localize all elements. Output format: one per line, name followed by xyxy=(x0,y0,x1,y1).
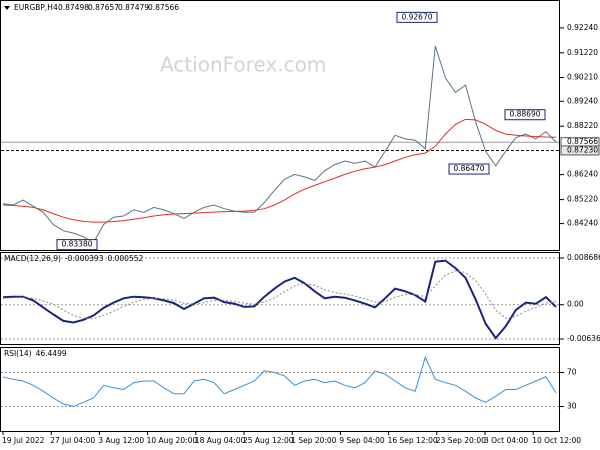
level-label: 0.87230 xyxy=(567,145,598,154)
annotation-box xyxy=(448,163,490,175)
price-panel xyxy=(0,0,560,251)
y-tick-label: 0.92240 xyxy=(567,23,598,32)
rsi-panel xyxy=(0,347,560,432)
watermark: ActionForex.com xyxy=(160,53,326,77)
y-tick-label: 0.86240 xyxy=(567,170,598,179)
y-tick-label: 0.89240 xyxy=(567,96,598,105)
x-tick-label: 9 Sep 04:00 xyxy=(339,436,385,445)
ohlc-value: 0.87498 xyxy=(58,3,89,12)
y-tick-label: 30 xyxy=(567,402,577,411)
series-line xyxy=(2,355,557,408)
annotation-box xyxy=(56,239,98,251)
indicator-label: MACD(12,26,9) xyxy=(4,254,61,263)
annotation-box xyxy=(396,11,438,23)
series-line xyxy=(2,270,557,320)
y-tick-label: 0.91220 xyxy=(567,48,598,57)
level-label: 0.87566 xyxy=(567,137,598,146)
x-tick-label: 18 Aug 04:00 xyxy=(195,436,246,445)
symbol: EURGBP,H4 xyxy=(14,3,58,12)
x-tick-label: 1 Sep 20:00 xyxy=(291,436,337,445)
y-tick-label: 0.90210 xyxy=(567,73,598,82)
annotation-label: 0.92670 xyxy=(401,12,432,21)
indicator-reading: 46.4499 xyxy=(36,349,67,358)
macd-panel xyxy=(0,252,560,345)
y-tick-label: 0.85220 xyxy=(567,195,598,204)
ohlc-value: 0.87657 xyxy=(88,3,119,12)
x-tick-label: 3 Oct 04:00 xyxy=(484,436,528,445)
x-tick-label: 23 Sep 20:00 xyxy=(436,436,486,445)
ohlc-value: 0.87479 xyxy=(118,3,149,12)
annotation-label: 0.88690 xyxy=(509,110,540,119)
ohlc-value: 0.87566 xyxy=(148,3,179,12)
x-tick-label: 16 Sep 12:00 xyxy=(388,436,438,445)
y-tick-label: 0.00 xyxy=(567,300,584,309)
annotation-label: 0.83380 xyxy=(61,240,92,249)
x-tick-label: 27 Jul 04:00 xyxy=(50,436,95,445)
y-tick-label: 0.88220 xyxy=(567,121,598,130)
x-tick-label: 25 Aug 12:00 xyxy=(243,436,294,445)
indicator-reading: -0.000393 xyxy=(65,254,104,263)
series-line xyxy=(2,118,557,223)
x-tick-label: 19 Jul 2022 xyxy=(2,436,45,445)
series-line xyxy=(2,259,557,340)
x-tick-label: 10 Aug 20:00 xyxy=(147,436,198,445)
indicator-label: RSI(14) xyxy=(4,349,32,358)
level-tag xyxy=(560,145,600,156)
annotation-label: 0.86470 xyxy=(453,164,484,173)
x-tick-label: 3 Aug 12:00 xyxy=(98,436,144,445)
y-tick-label: 0.008686 xyxy=(567,253,600,262)
y-tick-label: -0.006366 xyxy=(567,334,600,343)
indicator-reading: 0.000552 xyxy=(107,254,143,263)
y-tick-label: 70 xyxy=(567,368,577,377)
y-tick-label: 0.84240 xyxy=(567,219,598,228)
x-tick-label: 10 Oct 12:00 xyxy=(532,436,581,445)
annotation-box xyxy=(504,109,546,121)
symbol-marker xyxy=(4,6,10,10)
